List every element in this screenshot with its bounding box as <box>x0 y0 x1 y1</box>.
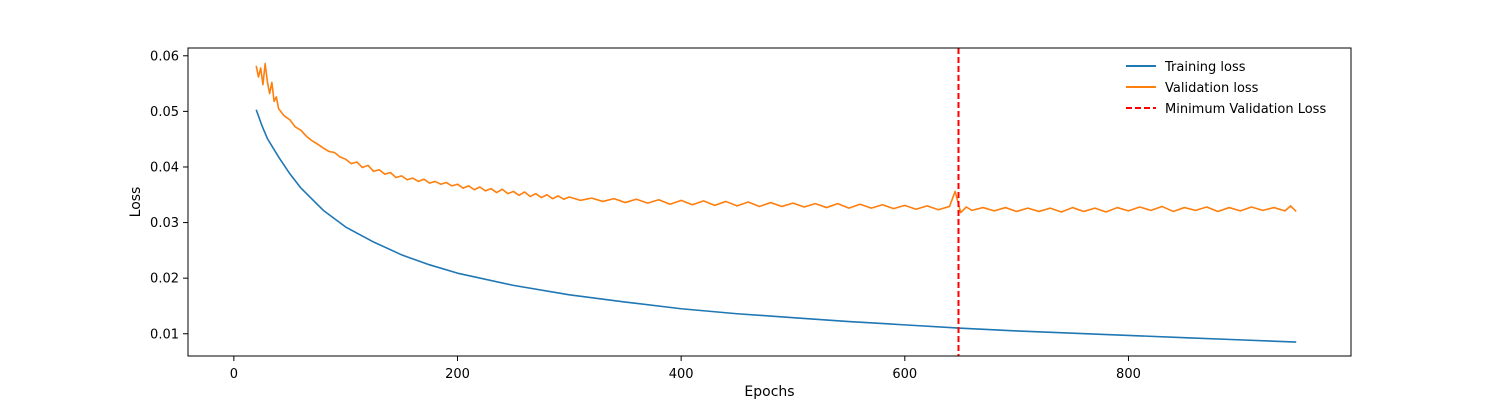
x-tick-label: 400 <box>669 367 694 382</box>
y-tick-label: 0.03 <box>150 216 179 231</box>
validation-loss-line <box>255 62 1297 214</box>
legend-label-minimum: Minimum Validation Loss <box>1165 102 1326 117</box>
x-axis-label: Epochs <box>744 384 794 400</box>
training-loss-line <box>255 109 1297 343</box>
legend-label-training: Training loss <box>1164 60 1246 75</box>
y-axis-label: Loss <box>128 187 144 218</box>
y-tick-label: 0.01 <box>150 327 179 342</box>
x-tick-label: 200 <box>445 367 470 382</box>
plot-frame <box>187 47 1352 357</box>
y-tick-label: 0.06 <box>150 49 179 64</box>
y-tick-label: 0.02 <box>150 272 179 287</box>
legend: Training loss Validation loss Minimum Va… <box>1126 60 1326 117</box>
legend-label-validation: Validation loss <box>1165 81 1259 96</box>
x-tick-label: 600 <box>892 367 917 382</box>
x-tick-label: 800 <box>1116 367 1141 382</box>
y-tick-label: 0.04 <box>150 160 179 175</box>
x-tick-label: 0 <box>230 367 238 382</box>
plot-background <box>188 48 1351 356</box>
y-tick-label: 0.05 <box>150 105 179 120</box>
